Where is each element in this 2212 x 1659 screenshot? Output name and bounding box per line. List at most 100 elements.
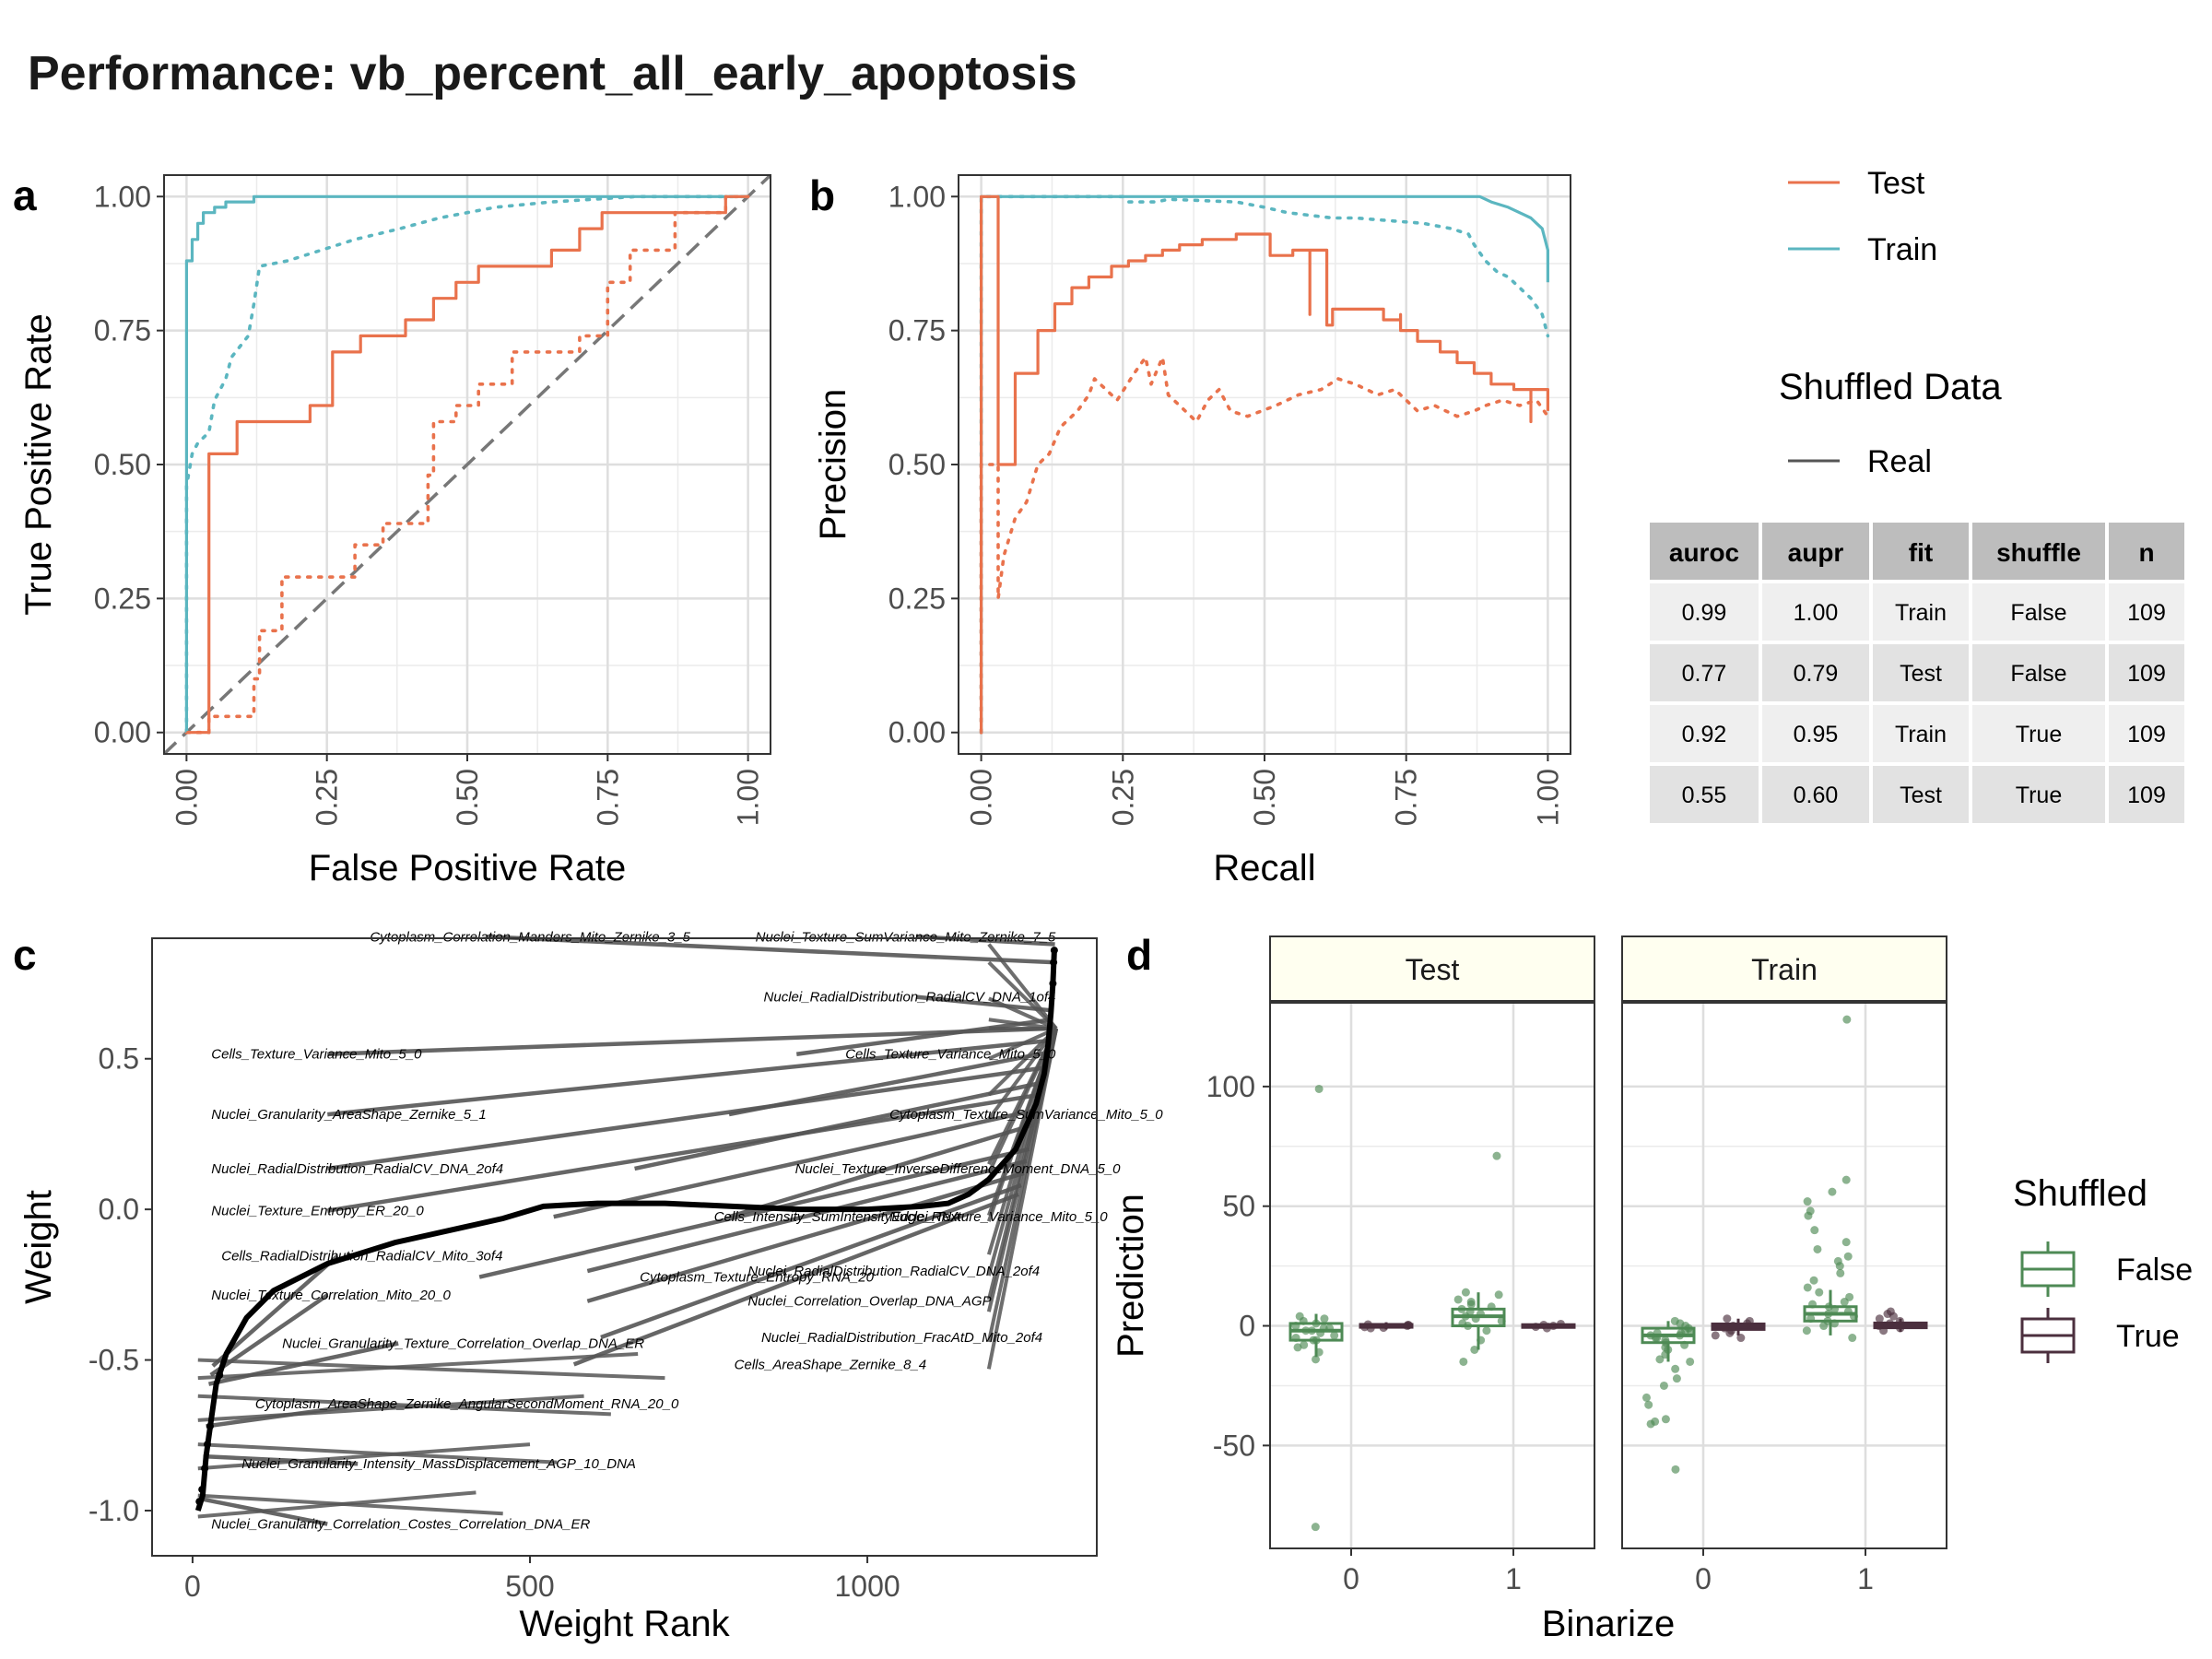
jitter-point (1833, 1256, 1842, 1265)
left-fan-line (197, 1358, 665, 1381)
jitter-point (1824, 1310, 1833, 1319)
table-cell-bg (1650, 766, 1759, 823)
table-cell-bg (1762, 583, 1869, 641)
facet-train: Train 0 1 (1621, 935, 1947, 1595)
jitter-point (1531, 1323, 1540, 1332)
panel-b-series (979, 194, 1550, 735)
table-cell-bg (1972, 705, 2105, 762)
weight-point (1050, 959, 1058, 967)
table-cell-bg (1650, 705, 1759, 762)
y-tick-label: 100 (1206, 1070, 1255, 1103)
table-cell: Test (1900, 782, 1942, 808)
right-fan-line (986, 1028, 1059, 1370)
table-cell-bg (1873, 766, 1969, 823)
jitter-point (1497, 1316, 1506, 1325)
table-cell-bg (1650, 583, 1759, 641)
facet-strip (1621, 935, 1947, 1002)
jitter-point (1494, 1290, 1503, 1300)
table-header-aupr: aupr (1788, 538, 1844, 567)
feature-label: Cytoplasm_Texture_SumVariance_Mito_5_0 (889, 1107, 1163, 1123)
jitter-point (1312, 1319, 1321, 1328)
panel-c-background (152, 938, 1097, 1556)
x-tick-label: 0.50 (451, 769, 484, 826)
label-connector (728, 1123, 1034, 1219)
jitter-point (1300, 1340, 1309, 1349)
jitter-point (1295, 1312, 1304, 1321)
label-connector (486, 935, 1054, 965)
series-train-real (184, 194, 748, 733)
panel-a-diagonal (162, 173, 772, 756)
feature-label: Nuclei_Texture_InverseDifferenceMoment_D… (795, 1161, 1122, 1177)
facet-background (1270, 1003, 1594, 1548)
feature-label: Cells_Texture_Variance_Mito_5_0 (211, 1047, 422, 1063)
jitter-point (1810, 1226, 1819, 1235)
left-fan-line (197, 1442, 531, 1471)
jitter-point (1813, 1244, 1822, 1253)
facet-strip-label: Test (1406, 953, 1460, 986)
label-connector (586, 1159, 1028, 1274)
jitter-point (1745, 1316, 1754, 1325)
jitter-point (1651, 1417, 1660, 1426)
legend-test-label: Test (1867, 166, 1925, 201)
table-cell: Train (1895, 722, 1947, 747)
right-fan-line (988, 1027, 1057, 1061)
legend-true-label: True (2116, 1319, 2180, 1354)
box-shuffled (1521, 1319, 1576, 1333)
table-cell-bg (1762, 644, 1869, 701)
label-connector (795, 1018, 1053, 1056)
jitter-point (1720, 1324, 1729, 1333)
table-header-fit: fit (1909, 538, 1933, 567)
table-cell: True (2016, 782, 2062, 808)
table-cell-bg (1873, 644, 1969, 701)
jitter-point (1848, 1334, 1857, 1343)
weight-point (206, 1422, 214, 1430)
table-cell: 109 (2127, 600, 2166, 626)
jitter-point (1842, 1015, 1852, 1024)
jitter-point (1836, 1268, 1845, 1277)
table-cell-bg (1972, 583, 2105, 641)
box-real (1641, 1316, 1696, 1474)
jitter-point (1379, 1324, 1388, 1333)
panel-tag-c: c (13, 931, 37, 979)
panel-a-ticks: 0.00 0.25 0.50 0.75 1.00 0.00 0.25 0.50 0.75 1.00 (94, 180, 765, 826)
label-connector (326, 1092, 1040, 1213)
y-tick-label: 0.25 (888, 582, 946, 615)
page-title: Performance: vb_percent_all_early_apopto… (28, 47, 1077, 100)
jitter-point (1291, 1322, 1300, 1331)
table-cell-bg (1762, 766, 1869, 823)
y-tick-label: 0.00 (888, 716, 946, 749)
label-connector (600, 1182, 1022, 1340)
x-tick-label: 500 (505, 1570, 554, 1603)
table-header-cell (1650, 523, 1759, 580)
table-header-cell (1873, 523, 1969, 580)
jitter-point (1802, 1326, 1811, 1335)
panel-b-y-axis-title: Precision (813, 389, 853, 541)
x-tick-label: 0.25 (1106, 769, 1139, 826)
panel-b-ticks: 0.00 0.25 0.50 0.75 1.00 0.00 0.25 0.50 0.75 1.00 (888, 180, 1565, 826)
jitter-point (1330, 1331, 1339, 1340)
table-header-shuffle: shuffle (1996, 538, 2081, 567)
x-tick-label: 0.75 (591, 769, 624, 826)
jitter-point (1453, 1295, 1463, 1304)
box-shuffled (1873, 1307, 1928, 1335)
jitter-point (1828, 1187, 1837, 1196)
y-tick-label: 0.00 (94, 716, 151, 749)
table-cell-bg (1762, 705, 1869, 762)
jitter-point (1723, 1314, 1732, 1324)
series-test-shuffled (979, 355, 1550, 735)
feature-label: Cells_AreaShape_Zernike_8_4 (735, 1357, 926, 1372)
table-cell: 1.00 (1794, 600, 1839, 626)
panel-c-weights: Nuclei_Texture_SumVariance_Mito_Zernike_… (18, 929, 1163, 1644)
table-cell-bg (2109, 583, 2184, 641)
feature-label: Cells_Intensity_SumIntensityEdge_RNA (714, 1209, 961, 1225)
table-header-n: n (2138, 538, 2154, 567)
box-real (1451, 1151, 1506, 1366)
legend-shuffled-data-title: Shuffled Data (1779, 367, 2002, 407)
panel-c-label-lines (197, 935, 1059, 1526)
series-train-real (980, 194, 1549, 733)
right-fan-line (987, 1027, 1058, 1121)
jitter-point (1482, 1326, 1491, 1335)
table-cell: 0.99 (1682, 600, 1727, 626)
right-fan-line (988, 996, 1057, 1030)
jitter-point (1806, 1206, 1815, 1216)
